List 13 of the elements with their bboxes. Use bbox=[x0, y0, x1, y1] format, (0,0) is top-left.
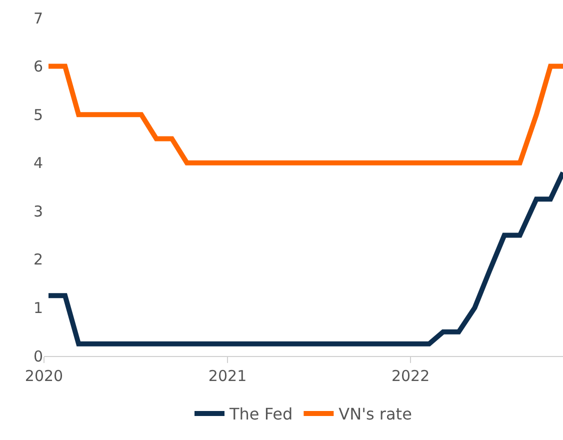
legend-label: VN's rate bbox=[338, 404, 412, 424]
x-tick-label: 2022 bbox=[391, 367, 430, 385]
legend-label: The Fed bbox=[228, 404, 293, 424]
x-tick-label: 2021 bbox=[208, 367, 247, 385]
y-tick-label: 0 bbox=[33, 347, 43, 366]
y-tick-label: 3 bbox=[33, 202, 43, 220]
y-tick-label: 7 bbox=[33, 9, 43, 28]
x-tick-label: 2020 bbox=[24, 367, 64, 385]
y-tick-label: 1 bbox=[33, 298, 43, 317]
y-tick-label: 2 bbox=[33, 250, 43, 269]
y-tick-label: 6 bbox=[33, 58, 43, 76]
y-tick-label: 4 bbox=[33, 154, 43, 172]
y-tick-label: 5 bbox=[33, 106, 43, 124]
